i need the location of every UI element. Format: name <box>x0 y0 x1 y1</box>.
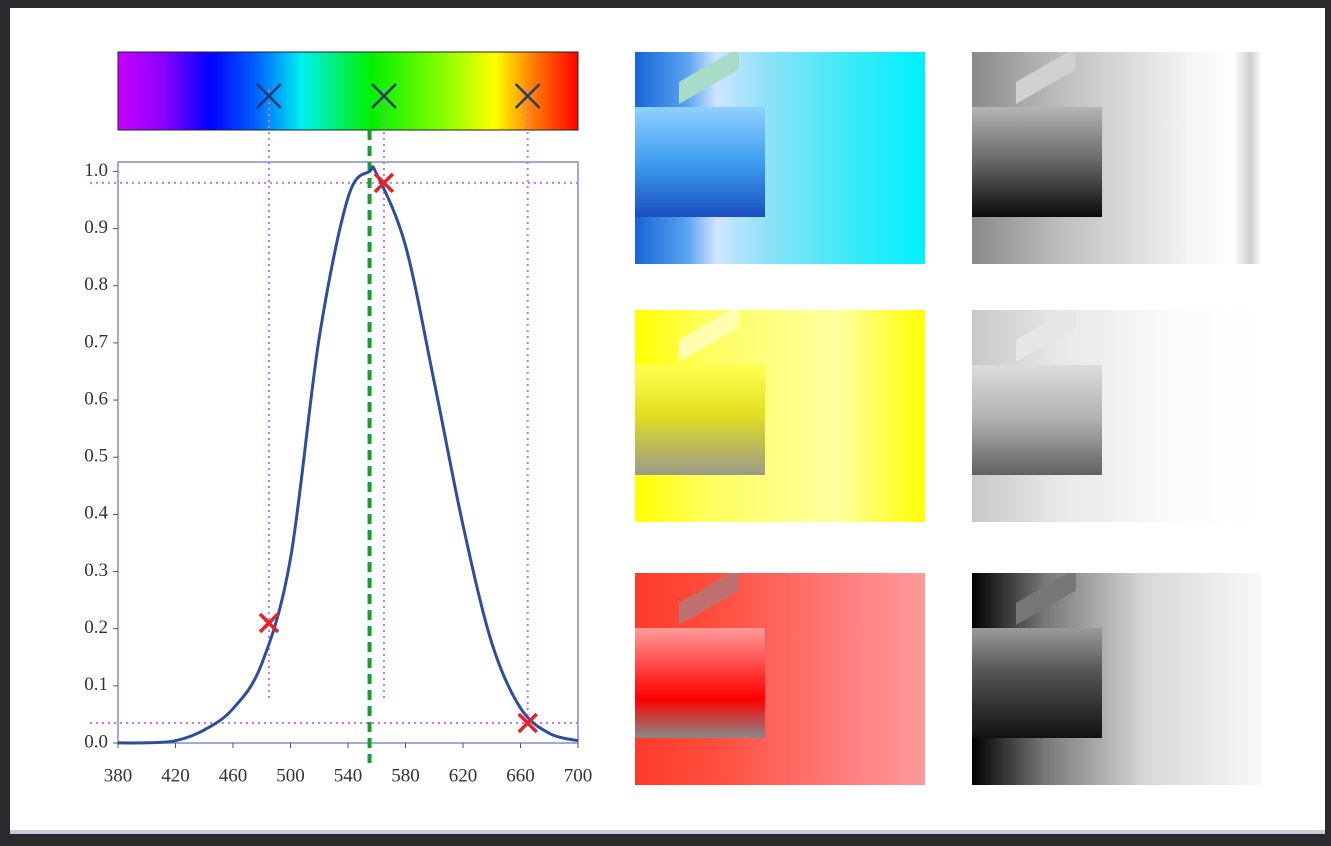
x-tick-label: 580 <box>391 765 420 786</box>
y-tick-label: 0.8 <box>84 274 108 295</box>
x-tick-label: 420 <box>161 765 190 786</box>
x-tick-label: 500 <box>276 765 305 786</box>
x-tick-label: 700 <box>564 765 593 786</box>
x-tick-label: 540 <box>334 765 363 786</box>
y-tick-label: 0.2 <box>84 617 108 638</box>
y-tick-label: 0.9 <box>84 217 108 238</box>
line <box>118 167 578 743</box>
y-tick-label: 0.0 <box>84 731 108 752</box>
x-tick-label: 380 <box>104 765 133 786</box>
x-tick-label: 660 <box>506 765 535 786</box>
y-tick-label: 0.5 <box>84 446 108 467</box>
spectrum-bar <box>118 52 578 130</box>
y-tick-label: 0.6 <box>84 388 108 409</box>
x-tick-label: 460 <box>219 765 248 786</box>
y-tick-label: 0.7 <box>84 331 108 352</box>
plot-frame <box>118 162 578 743</box>
y-tick-label: 0.1 <box>84 674 108 695</box>
y-tick-label: 1.0 <box>84 160 108 181</box>
y-tick-label: 0.4 <box>84 503 108 524</box>
chart: 0.0 0.1 0.2 0.3 0.4 0.5 0.6 0.7 0.8 0.9 1.0 380 420 4… <box>0 0 1331 846</box>
x-tick-label: 620 <box>449 765 478 786</box>
y-tick-label: 0.3 <box>84 560 108 581</box>
page: 0.0 0.1 0.2 0.3 0.4 0.5 0.6 0.7 0.8 0.9 1.0 380 420 4… <box>0 0 1331 846</box>
